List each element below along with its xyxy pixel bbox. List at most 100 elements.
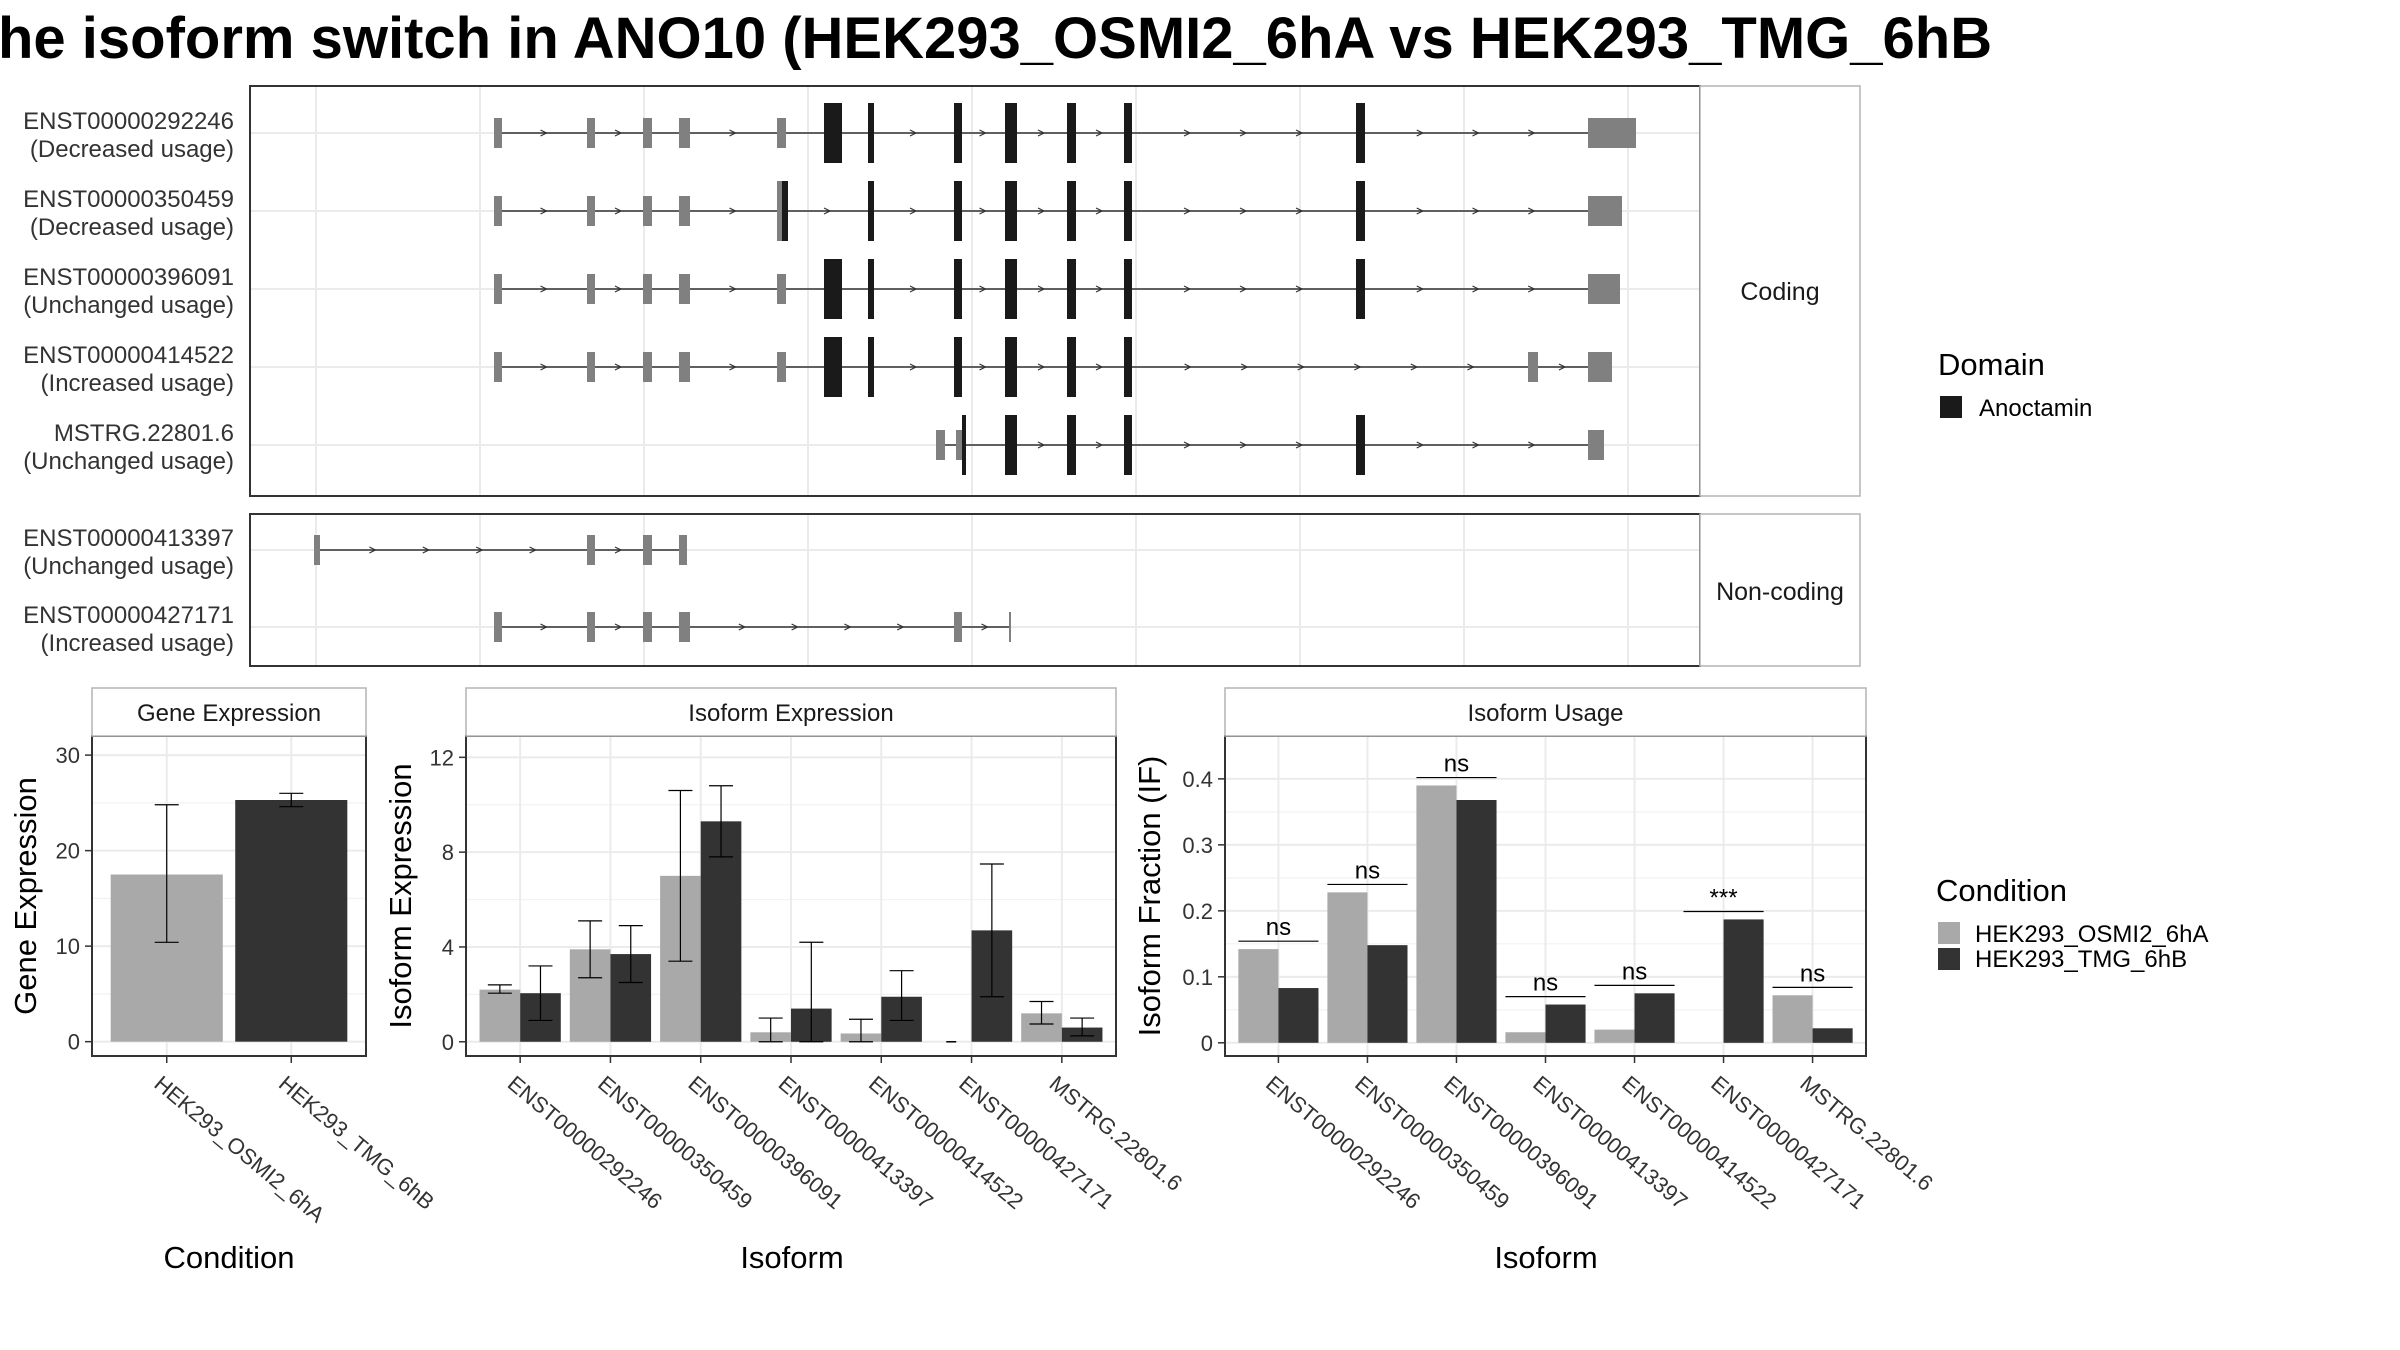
- transcript-usage-label: (Increased usage): [41, 630, 234, 657]
- intron-arrow: [1527, 207, 1536, 215]
- isoform-bar: [1594, 1029, 1635, 1043]
- exon: [777, 274, 786, 304]
- y-tick-label: 0.4: [1182, 767, 1213, 792]
- isoform-bar: [1416, 785, 1457, 1043]
- panel-background: [250, 514, 1700, 666]
- transcript-usage-label: (Decreased usage): [30, 136, 234, 163]
- y-axis-title: Isoform Expression: [383, 763, 418, 1028]
- y-tick-label: 0.3: [1182, 833, 1213, 858]
- transcript-row: [936, 415, 1604, 475]
- bar-chart-panels: 0102030HEK293_OSMI2_6hAHEK293_TMG_6hBGen…: [8, 687, 1938, 1275]
- transcript-usage-label: (Increased usage): [41, 370, 234, 397]
- coding-panel: [250, 86, 1700, 496]
- intron-arrow: [1467, 363, 1475, 371]
- domain-exon: [954, 181, 962, 241]
- y-axis-title: Isoform Fraction (IF): [1132, 756, 1167, 1037]
- exon: [1596, 196, 1622, 226]
- intron-arrow: [909, 207, 918, 215]
- transcript-row: [494, 259, 1620, 319]
- intron-arrow: [1239, 207, 1248, 215]
- exon: [1009, 612, 1011, 642]
- significance-label: ns: [1622, 958, 1647, 985]
- exon: [679, 352, 690, 382]
- intron-arrow: [475, 546, 484, 554]
- isoform-bar: [700, 821, 742, 1042]
- exon: [954, 612, 962, 642]
- exon: [643, 274, 652, 304]
- x-tick-label: ENST00000396091: [1439, 1071, 1603, 1214]
- exon: [1588, 196, 1596, 226]
- panel-strip-title: Isoform Usage: [1467, 700, 1623, 727]
- x-tick-label: ENST00000427171: [1706, 1071, 1870, 1214]
- intron-arrow: [979, 207, 987, 215]
- exon: [1596, 118, 1636, 148]
- domain-exon: [1356, 103, 1365, 163]
- intron-arrow: [979, 363, 987, 371]
- transcript-usage-label: (Decreased usage): [30, 214, 234, 241]
- intron-arrow: [1297, 363, 1306, 371]
- intron-arrow: [1183, 129, 1192, 137]
- intron-arrow: [1037, 207, 1046, 215]
- intron-arrow: [1558, 363, 1567, 371]
- exon: [1596, 274, 1620, 304]
- intron-arrow: [1037, 363, 1046, 371]
- domain-exon: [954, 337, 962, 397]
- exon: [643, 352, 652, 382]
- bar-panel-1: 0102030HEK293_OSMI2_6hAHEK293_TMG_6hBGen…: [8, 687, 439, 1275]
- figure-title: he isoform switch in ANO10 (HEK293_OSMI2…: [0, 6, 1992, 71]
- y-tick-label: 4: [442, 935, 454, 960]
- intron-arrow: [614, 129, 623, 137]
- intron-arrow: [540, 207, 548, 215]
- transcript-id-label: ENST00000350459: [23, 186, 234, 213]
- x-tick-label: ENST00000350459: [1350, 1071, 1514, 1214]
- domain-exon: [868, 103, 874, 163]
- coding-strip: [1699, 85, 1861, 497]
- intron-arrow: [1095, 129, 1104, 137]
- noncoding-panel: [250, 514, 1700, 666]
- x-axis-title: Condition: [164, 1240, 295, 1275]
- x-tick-label: ENST00000427171: [954, 1071, 1118, 1214]
- exon: [1596, 430, 1604, 460]
- intron-arrow: [1184, 363, 1192, 371]
- intron-arrow: [540, 129, 548, 137]
- isoform-bar: [1723, 919, 1764, 1043]
- transcript-usage-label: (Unchanged usage): [23, 292, 234, 319]
- intron-arrow: [823, 207, 832, 215]
- y-tick-label: 30: [56, 743, 80, 768]
- x-tick-label: ENST00000413397: [774, 1071, 938, 1214]
- bar-panel-2: 04812ENST00000292246ENST00000350459ENST0…: [383, 687, 1187, 1275]
- intron-arrow: [540, 363, 548, 371]
- intron-arrow: [1295, 441, 1304, 449]
- intron-arrow: [1239, 285, 1248, 293]
- y-tick-label: 10: [56, 934, 80, 959]
- x-tick-label: ENST00000396091: [684, 1071, 848, 1214]
- isoform-bar: [1456, 800, 1497, 1043]
- intron-arrow: [1410, 363, 1419, 371]
- panel-strip: [465, 687, 1117, 737]
- intron-arrow: [1095, 441, 1104, 449]
- exon: [679, 612, 690, 642]
- domain-exon: [962, 415, 966, 475]
- condition-legend-key: [1938, 948, 1960, 970]
- gene-expression-bar: [235, 800, 348, 1042]
- y-tick-label: 12: [430, 745, 454, 770]
- domain-exon: [824, 337, 842, 397]
- intron-arrow: [979, 129, 987, 137]
- domain-exon: [1124, 415, 1132, 475]
- intron-arrow: [614, 623, 623, 631]
- transcript-row: [494, 181, 1622, 241]
- significance-label: ns: [1266, 914, 1291, 941]
- intron-arrow: [1037, 441, 1046, 449]
- isoform-bar: [1812, 1028, 1853, 1043]
- y-tick-label: 0.1: [1182, 965, 1213, 990]
- noncoding-strip: [1699, 513, 1861, 667]
- intron-arrow: [1239, 441, 1248, 449]
- intron-arrow: [1095, 207, 1104, 215]
- exon: [936, 430, 945, 460]
- intron-arrow: [1240, 363, 1249, 371]
- isoform-bar: [1238, 949, 1279, 1043]
- intron-arrow: [1472, 441, 1480, 449]
- exon: [587, 535, 595, 565]
- transcript-id-label: MSTRG.22801.6: [54, 420, 234, 447]
- intron-arrow: [981, 623, 989, 631]
